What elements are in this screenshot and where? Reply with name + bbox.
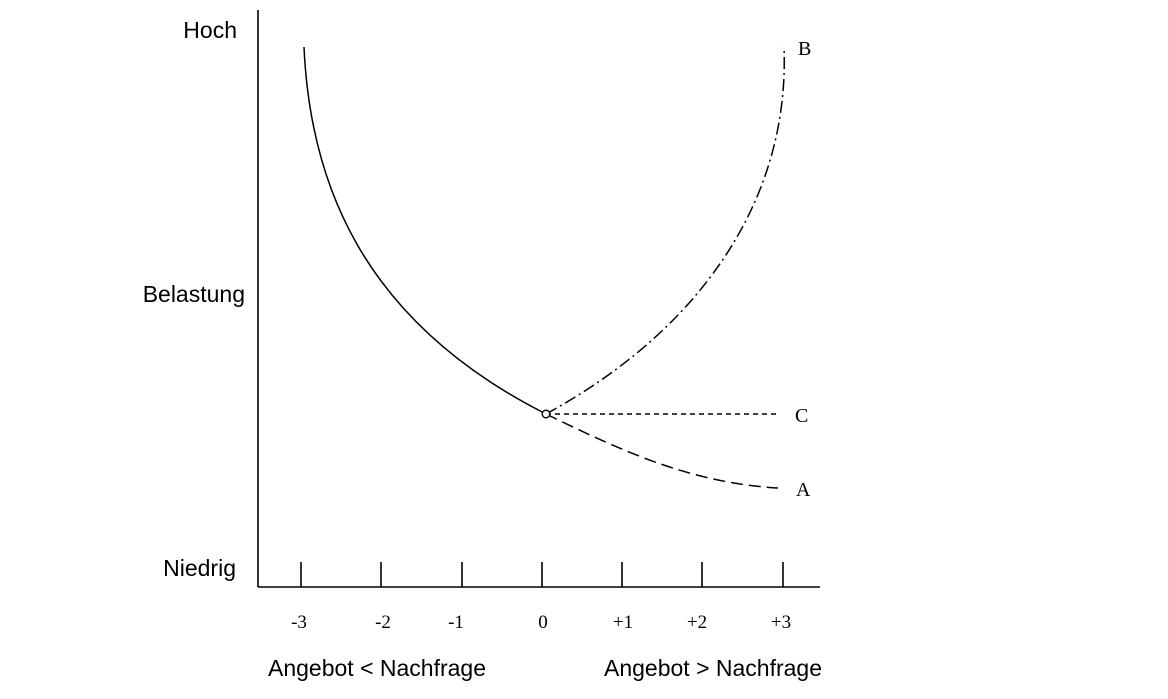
junction-point bbox=[541, 409, 551, 419]
tick-label: -1 bbox=[448, 612, 464, 633]
y-label-high: Hoch bbox=[183, 17, 237, 43]
tick-label: 0 bbox=[538, 612, 548, 633]
tick-label: -3 bbox=[291, 612, 307, 633]
curve-label-b: B bbox=[798, 38, 811, 60]
curve-b bbox=[545, 46, 785, 415]
x-caption-right: Angebot > Nachfrage bbox=[604, 655, 822, 681]
y-label-low: Niedrig bbox=[163, 555, 236, 581]
curve-label-a: A bbox=[796, 479, 811, 501]
tick-label: +2 bbox=[687, 612, 707, 633]
x-tick-labels: -3 -2 -1 0 +1 +2 +3 bbox=[291, 612, 791, 633]
y-axis-title: Belastung bbox=[143, 281, 245, 307]
curve-main-solid bbox=[303, 46, 547, 415]
curve-a bbox=[545, 413, 779, 489]
curve-label-c: C bbox=[795, 405, 808, 427]
x-tick-marks bbox=[300, 562, 784, 587]
tick-label: -2 bbox=[375, 612, 391, 633]
tick-label: +3 bbox=[771, 612, 791, 633]
x-caption-left: Angebot < Nachfrage bbox=[268, 655, 486, 681]
tick-label: +1 bbox=[613, 612, 633, 633]
